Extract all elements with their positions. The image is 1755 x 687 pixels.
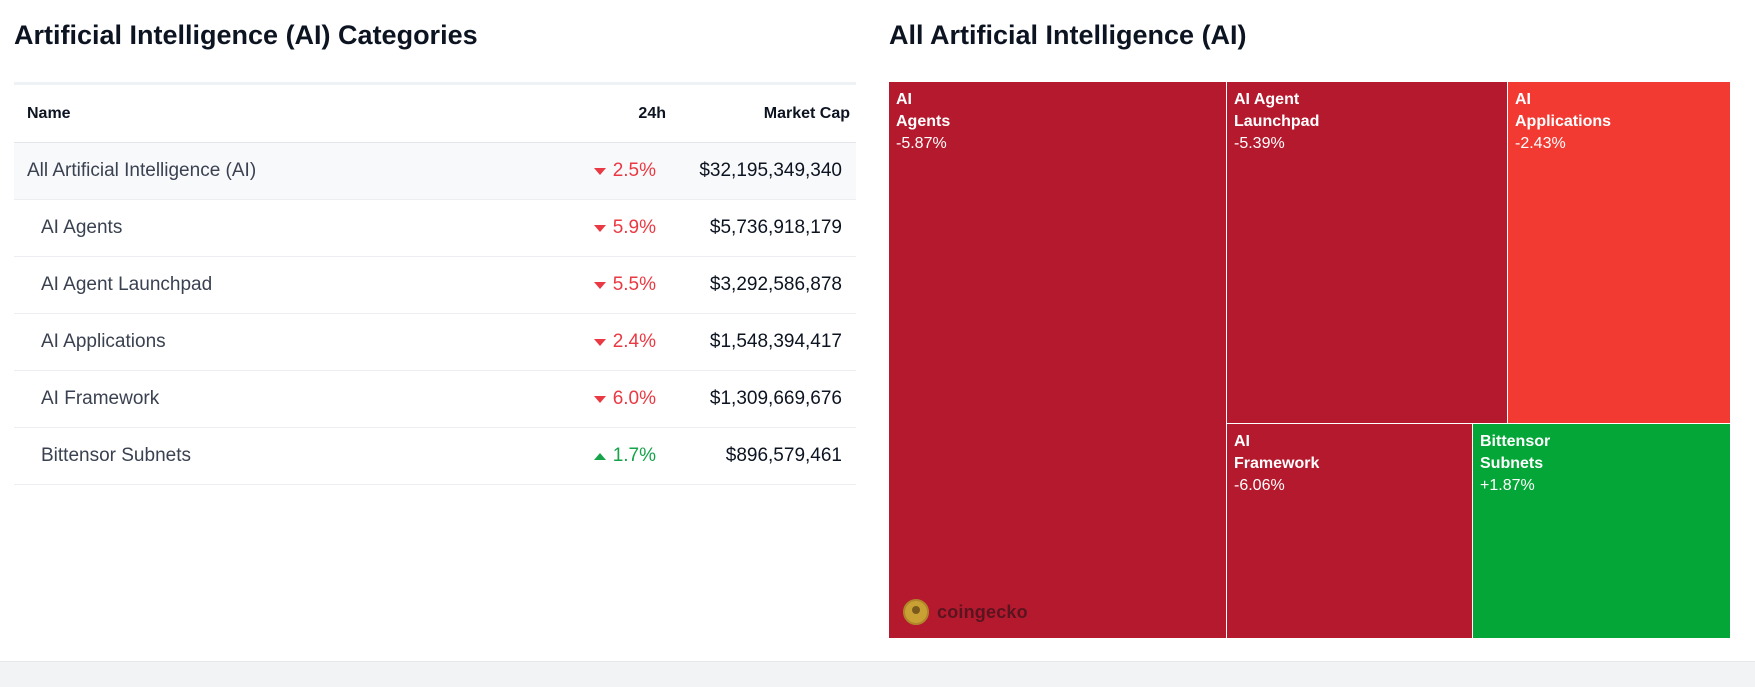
change-24h: 5.9% bbox=[593, 217, 656, 239]
tile-name-line1: AI bbox=[1515, 91, 1531, 108]
tile-name-line2: Agents bbox=[896, 113, 951, 130]
table-row[interactable]: AI Applications 2.4% $1,548,394,417 bbox=[14, 314, 856, 371]
tile-name-line1: Bittensor bbox=[1480, 433, 1551, 450]
market-cap-value: $1,548,394,417 bbox=[709, 331, 842, 352]
change-24h: 1.7% bbox=[593, 445, 656, 467]
market-cap-value: $896,579,461 bbox=[725, 445, 842, 466]
caret-down-icon bbox=[593, 281, 606, 289]
market-cap-value: $1,309,669,676 bbox=[709, 388, 842, 409]
caret-down-icon bbox=[593, 167, 606, 175]
table-row[interactable]: AI Agent Launchpad 5.5% $3,292,586,878 bbox=[14, 257, 856, 314]
column-header-market-cap[interactable]: Market Cap bbox=[763, 105, 850, 122]
change-24h: 6.0% bbox=[593, 388, 656, 410]
caret-down-icon bbox=[593, 395, 606, 403]
tile-name-line2: Framework bbox=[1234, 455, 1320, 472]
tile-change: -5.39% bbox=[1234, 135, 1285, 152]
tile-name-line2: Applications bbox=[1515, 113, 1612, 130]
change-24h: 5.5% bbox=[593, 274, 656, 296]
tile-change: -5.87% bbox=[896, 135, 947, 152]
change-24h: 2.4% bbox=[593, 331, 656, 353]
logo-text: coingecko bbox=[937, 601, 1028, 622]
category-name[interactable]: AI Agents bbox=[41, 217, 123, 238]
caret-up-icon bbox=[593, 452, 606, 460]
tile-change: -2.43% bbox=[1515, 135, 1566, 152]
change-value: 1.7% bbox=[612, 445, 656, 466]
categories-card: Artificial Intelligence (AI) Categories … bbox=[0, 0, 1755, 662]
caret-down-icon bbox=[593, 338, 606, 346]
table-row[interactable]: AI Agents 5.9% $5,736,918,179 bbox=[14, 200, 856, 257]
change-24h: 2.5% bbox=[593, 160, 656, 182]
tile-name-line2: Subnets bbox=[1480, 455, 1544, 472]
treemap-tile[interactable]: Bittensor Subnets +1.87% bbox=[1473, 424, 1730, 638]
category-name[interactable]: Bittensor Subnets bbox=[41, 445, 191, 466]
market-cap-value: $3,292,586,878 bbox=[709, 274, 842, 295]
market-cap-value: $32,195,349,340 bbox=[699, 160, 842, 181]
category-name[interactable]: AI Agent Launchpad bbox=[41, 274, 213, 295]
column-header-name[interactable]: Name bbox=[27, 105, 71, 122]
treemap-tile[interactable]: AI Applications -2.43% bbox=[1508, 82, 1730, 423]
change-value: 6.0% bbox=[612, 388, 656, 409]
categories-table: Name 24h Market Cap All Artificial Intel… bbox=[14, 82, 856, 485]
column-header-24h[interactable]: 24h bbox=[638, 105, 666, 122]
category-name[interactable]: AI Applications bbox=[41, 331, 166, 352]
change-value: 2.4% bbox=[612, 331, 656, 352]
table-header: Name 24h Market Cap bbox=[14, 85, 856, 143]
tile-change: -6.06% bbox=[1234, 477, 1285, 494]
category-name[interactable]: AI Framework bbox=[41, 388, 160, 409]
tile-change: +1.87% bbox=[1480, 477, 1535, 494]
treemap-tile[interactable]: AI Framework -6.06% bbox=[1227, 424, 1472, 638]
caret-down-icon bbox=[593, 224, 606, 232]
tile-name-line1: AI bbox=[1234, 433, 1250, 450]
change-value: 2.5% bbox=[612, 160, 656, 181]
categories-title: Artificial Intelligence (AI) Categories bbox=[14, 20, 478, 50]
table-row[interactable]: AI Framework 6.0% $1,309,669,676 bbox=[14, 371, 856, 428]
treemap-tile[interactable]: AI Agents -5.87% bbox=[889, 82, 1226, 638]
tile-name-line1: AI Agent bbox=[1234, 91, 1300, 108]
treemap: AI Agents -5.87% AI Agent Launchpad -5.39% AI A… bbox=[889, 82, 1730, 638]
table-row[interactable]: All Artificial Intelligence (AI) 2.5% $32,… bbox=[14, 143, 856, 200]
change-value: 5.5% bbox=[612, 274, 656, 295]
table-row[interactable]: Bittensor Subnets 1.7% $896,579,461 bbox=[14, 428, 856, 485]
tile-name-line1: AI bbox=[896, 91, 912, 108]
category-name[interactable]: All Artificial Intelligence (AI) bbox=[27, 160, 257, 181]
treemap-panel: All Artificial Intelligence (AI) AI Agent… bbox=[889, 0, 1730, 640]
market-cap-value: $5,736,918,179 bbox=[709, 217, 842, 238]
gecko-icon bbox=[903, 599, 929, 625]
coingecko-logo: coingecko bbox=[903, 599, 1028, 625]
treemap-title: All Artificial Intelligence (AI) bbox=[889, 20, 1247, 50]
change-value: 5.9% bbox=[612, 217, 656, 238]
treemap-tile[interactable]: AI Agent Launchpad -5.39% bbox=[1227, 82, 1507, 423]
tile-name-line2: Launchpad bbox=[1234, 113, 1320, 130]
